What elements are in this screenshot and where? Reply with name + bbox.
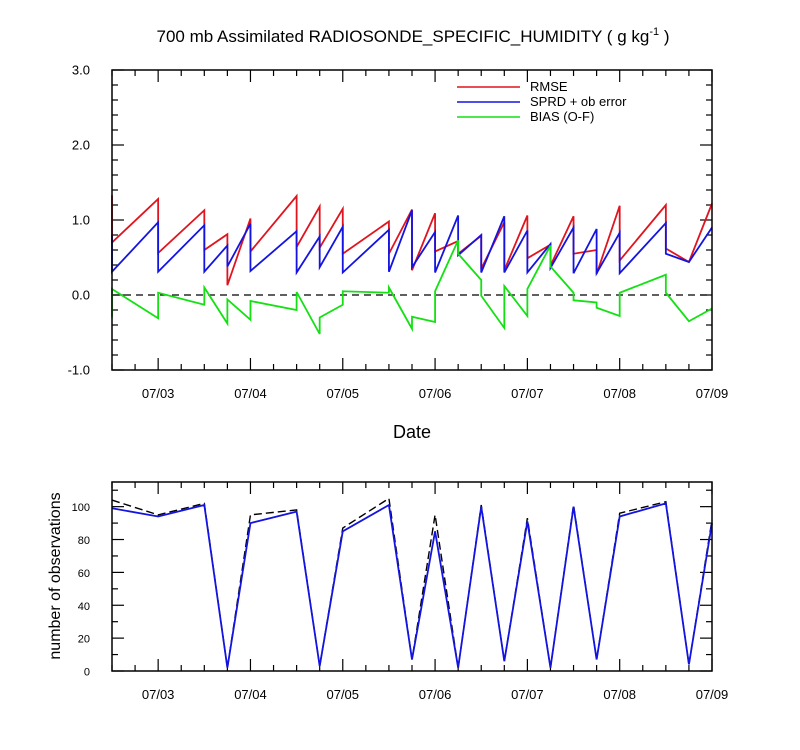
top-y-tick-label: -1.0 <box>68 363 90 378</box>
bot-x-tick-label: 07/05 <box>326 687 359 702</box>
series-line-observations-assimilated <box>111 502 713 668</box>
top-x-tick-label: 07/03 <box>142 386 175 401</box>
bot-x-tick-label: 07/03 <box>142 687 175 702</box>
top-y-tick-labels: -1.0 0.0 1.0 2.0 3.0 <box>68 63 90 378</box>
chart-title-superscript: -1 <box>649 26 659 38</box>
bottom-panel-ticks <box>111 482 713 672</box>
bot-x-tick-label: 07/06 <box>419 687 452 702</box>
bot-y-tick-label: 80 <box>78 535 90 547</box>
top-panel-frame <box>111 69 713 371</box>
top-x-tick-label: 07/05 <box>326 386 359 401</box>
series-line-bias-o-f <box>111 239 713 335</box>
bot-x-tick-label: 07/07 <box>511 687 544 702</box>
bot-y-tick-label: 20 <box>78 634 90 646</box>
bottom-y-tick-labels: 0 20 40 60 80 100 <box>72 502 90 678</box>
bot-y-tick-label: 0 <box>84 667 90 679</box>
chart-title: 700 mb Assimilated RADIOSONDE_SPECIFIC_H… <box>157 26 670 46</box>
bot-y-tick-label: 40 <box>78 601 90 613</box>
bot-x-tick-label: 07/08 <box>603 687 636 702</box>
top-x-tick-label: 07/09 <box>696 386 729 401</box>
top-panel: -1.00.01.02.03.0 07/03 07/04 07/05 07/06 07/… <box>68 63 729 443</box>
legend: RMSE SPRD + ob error BIAS (O-F) <box>457 79 627 124</box>
legend-label-bias: BIAS (O-F) <box>530 109 594 124</box>
chart-title-main: 700 mb Assimilated RADIOSONDE_SPECIFIC_H… <box>157 27 650 46</box>
series-line-sprd-ob-error <box>111 209 713 277</box>
top-x-tick-label: 07/07 <box>511 386 544 401</box>
top-x-tick-label: 07/04 <box>234 386 267 401</box>
bottom-y-axis-label: number of observations <box>47 492 64 659</box>
bot-y-tick-label: 100 <box>72 502 90 514</box>
bot-y-tick-label: 60 <box>78 568 90 580</box>
bot-x-tick-label: 07/04 <box>234 687 267 702</box>
top-y-tick-label: 2.0 <box>72 138 90 153</box>
series-line-observations-possible <box>111 497 713 668</box>
top-y-tick-label: 3.0 <box>72 63 90 78</box>
top-y-tick-label: 1.0 <box>72 213 90 228</box>
legend-label-sprd: SPRD + ob error <box>530 94 627 109</box>
legend-label-rmse: RMSE <box>530 79 568 94</box>
bottom-panel-frame <box>111 481 713 672</box>
top-x-tick-label: 07/08 <box>603 386 636 401</box>
bottom-panel-series <box>111 497 713 668</box>
bottom-x-tick-labels: 07/03 07/04 07/05 07/06 07/07 07/08 07/09 <box>142 687 728 702</box>
top-x-axis-label: Date <box>393 422 431 442</box>
chart-title-end: ) <box>659 27 669 46</box>
top-panel-series <box>111 193 713 335</box>
top-y-tick-label: 0.0 <box>72 288 90 303</box>
top-x-tick-labels: 07/03 07/04 07/05 07/06 07/07 07/08 07/09 <box>142 386 728 401</box>
bot-x-tick-label: 07/09 <box>696 687 729 702</box>
top-x-tick-label: 07/06 <box>419 386 452 401</box>
